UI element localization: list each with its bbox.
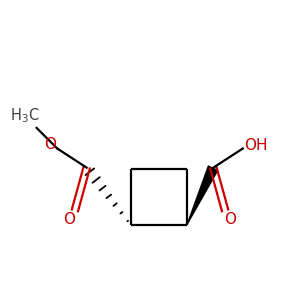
Polygon shape (186, 165, 219, 225)
Text: OH: OH (244, 138, 268, 153)
Text: H$_3$C: H$_3$C (10, 107, 40, 125)
Text: O: O (44, 136, 56, 152)
Text: O: O (224, 212, 236, 227)
Text: O: O (64, 212, 76, 227)
